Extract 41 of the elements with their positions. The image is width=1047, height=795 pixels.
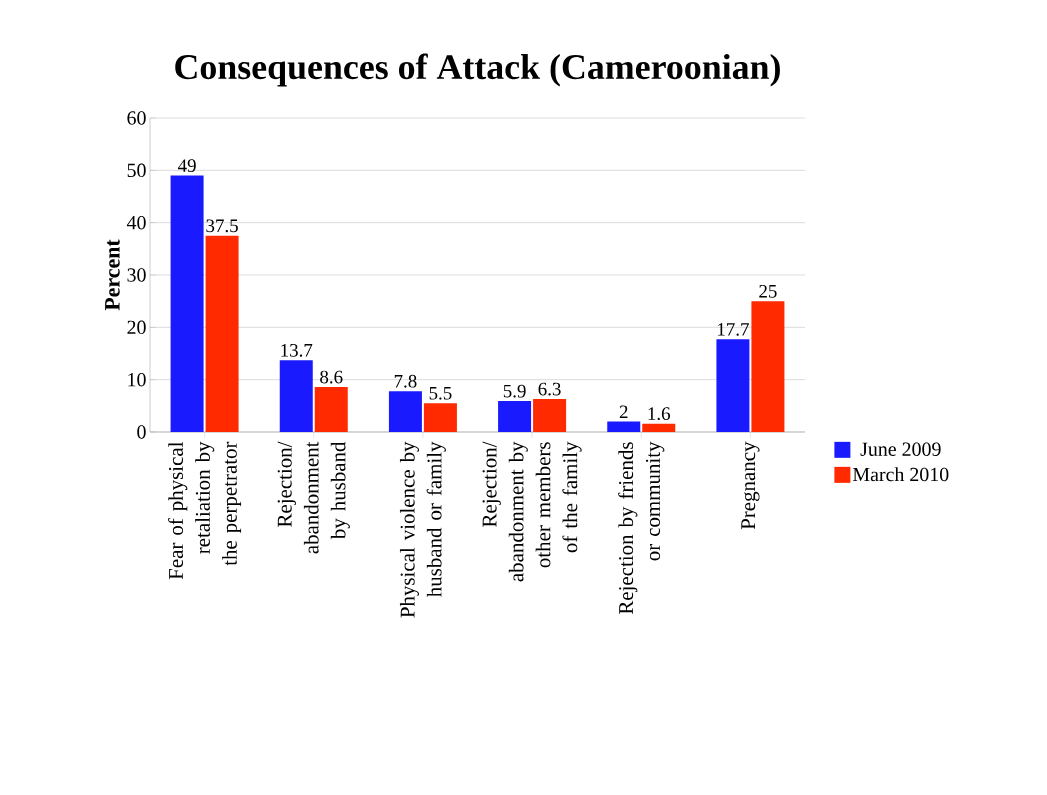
data-label: 25: [759, 284, 777, 298]
data-label: 5.5: [429, 387, 452, 400]
data-label: 37.5: [206, 219, 238, 233]
x-tick-label: Rejection/ abandonment by other members of the family: [482, 441, 582, 582]
bar: [279, 360, 313, 432]
data-label: 7.8: [394, 374, 417, 388]
data-label: 13.7: [281, 343, 313, 357]
data-label: 2: [619, 405, 628, 419]
bar: [170, 175, 204, 432]
x-tick-label: Rejection/ abandonment by husband: [277, 441, 350, 554]
bar: [607, 421, 641, 432]
data-label: 8.6: [320, 370, 343, 384]
bar: [751, 301, 785, 432]
data-label: 1.6: [648, 407, 671, 421]
y-tick-label: 50: [127, 163, 146, 178]
bar: [642, 423, 676, 432]
y-tick-label: 40: [126, 215, 146, 230]
y-tick-label: 30: [127, 268, 146, 282]
x-tick-label: Fear of physical retaliation by the perpetrator: [168, 441, 242, 580]
bar: [423, 403, 457, 432]
x-tick-label: Physical violence by husband or family: [399, 441, 446, 618]
chart-title: Consequences of Attack (Cameroonian): [175, 53, 780, 87]
data-label: 17.7: [718, 323, 749, 336]
y-tick-label: 10: [128, 372, 146, 387]
bar: [314, 386, 348, 432]
y-tick-label: 20: [127, 320, 146, 335]
data-label: 49: [178, 159, 196, 173]
y-axis-title: Percent: [105, 239, 120, 311]
legend-label: March 2010: [852, 467, 949, 482]
x-tick-label: Rejection by friends or community: [618, 441, 665, 615]
data-label: 5.9: [503, 384, 526, 398]
data-label: 6.3: [538, 382, 561, 396]
bar: [716, 339, 750, 432]
y-tick-label: 0: [137, 425, 146, 439]
bar: [533, 399, 567, 432]
bar: [205, 235, 239, 432]
y-tick-label: 60: [127, 111, 146, 125]
legend-label: June 2009: [860, 442, 941, 456]
bar: [388, 391, 422, 432]
bar: [498, 401, 532, 432]
x-tick-label: Pregnancy: [741, 441, 760, 530]
